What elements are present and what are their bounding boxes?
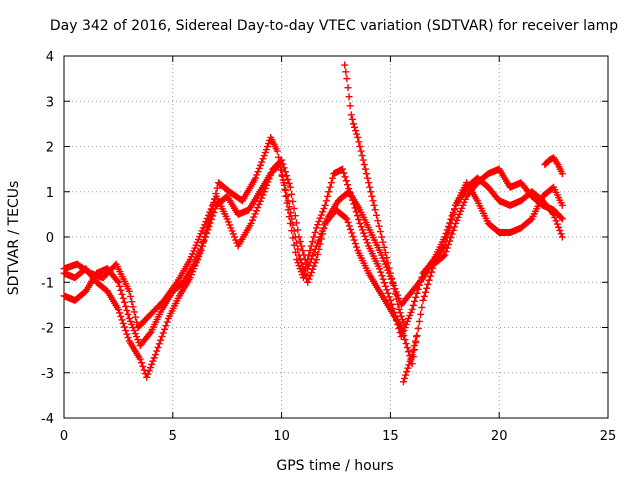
y-tick-labels: -4 -3 -2 -1 0 1 2 3 4 xyxy=(41,50,54,427)
series-track-4 xyxy=(341,61,407,327)
data-point-markers xyxy=(341,61,407,327)
x-tick-label: 20 xyxy=(491,429,508,444)
axis-ticks xyxy=(63,55,609,419)
y-tick-label: 1 xyxy=(46,186,54,201)
chart-title: Day 342 of 2016, Sidereal Day-to-day VTE… xyxy=(50,18,618,34)
series-track-6 xyxy=(541,154,566,178)
series-track-5 xyxy=(399,333,421,386)
y-axis-label: SDTVAR / TECUs xyxy=(6,181,22,296)
x-tick-label: 10 xyxy=(273,429,290,444)
y-tick-label: 4 xyxy=(46,50,54,65)
x-tick-label: 0 xyxy=(60,429,68,444)
y-tick-label: 3 xyxy=(46,95,54,110)
data-point-markers xyxy=(399,333,421,386)
y-tick-label: -2 xyxy=(41,322,54,337)
x-tick-label: 15 xyxy=(382,429,399,444)
x-axis-label: GPS time / hours xyxy=(276,458,393,474)
y-tick-label: -4 xyxy=(41,412,54,427)
y-tick-label: -3 xyxy=(41,367,54,382)
x-tick-labels: 0 5 10 15 20 25 xyxy=(60,429,616,444)
data-point-markers xyxy=(541,154,566,178)
x-tick-label: 5 xyxy=(169,429,177,444)
y-tick-label: -1 xyxy=(41,276,54,291)
x-tick-label: 25 xyxy=(600,429,617,444)
y-tick-label: 0 xyxy=(46,231,54,246)
y-tick-label: 2 xyxy=(46,141,54,156)
grid xyxy=(64,56,608,418)
data-marks xyxy=(60,61,566,386)
